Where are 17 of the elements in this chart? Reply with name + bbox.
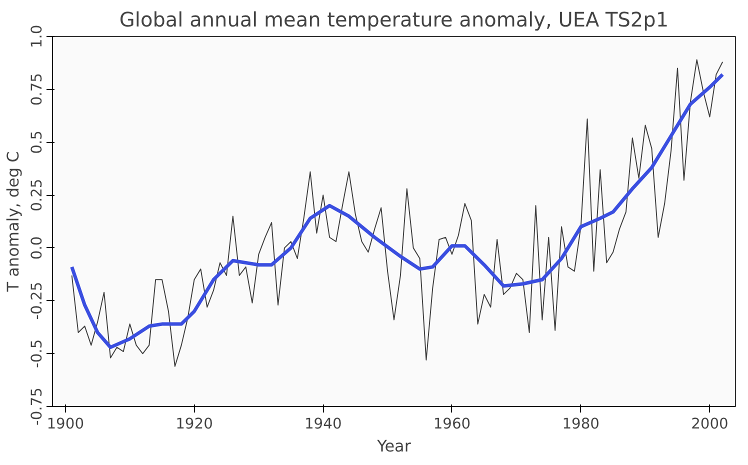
- y-axis-title: T anomaly, deg C: [4, 151, 22, 293]
- y-tick-label: -0.75: [28, 388, 46, 426]
- y-tick-label: -0.25: [28, 282, 46, 320]
- y-tick-label: 0.5: [28, 130, 46, 154]
- x-tick-label: 1900: [46, 416, 84, 432]
- y-tick-label: -0.5: [28, 339, 46, 368]
- x-tick-label: 1940: [304, 416, 342, 432]
- y-tick-label: 0.75: [28, 73, 46, 106]
- y-tick-label: 1.0: [28, 24, 46, 48]
- x-tick-label: 2000: [691, 416, 728, 432]
- x-tick-label: 1920: [176, 416, 213, 432]
- chart-title: Global annual mean temperature anomaly, UEA TS2p1: [119, 8, 669, 32]
- x-tick-label: 1960: [433, 416, 471, 432]
- y-tick-label: 0.25: [28, 178, 46, 212]
- x-axis-title: Year: [376, 436, 412, 456]
- x-tick-label: 1980: [562, 416, 600, 432]
- y-tick-label: 0.0: [28, 236, 46, 260]
